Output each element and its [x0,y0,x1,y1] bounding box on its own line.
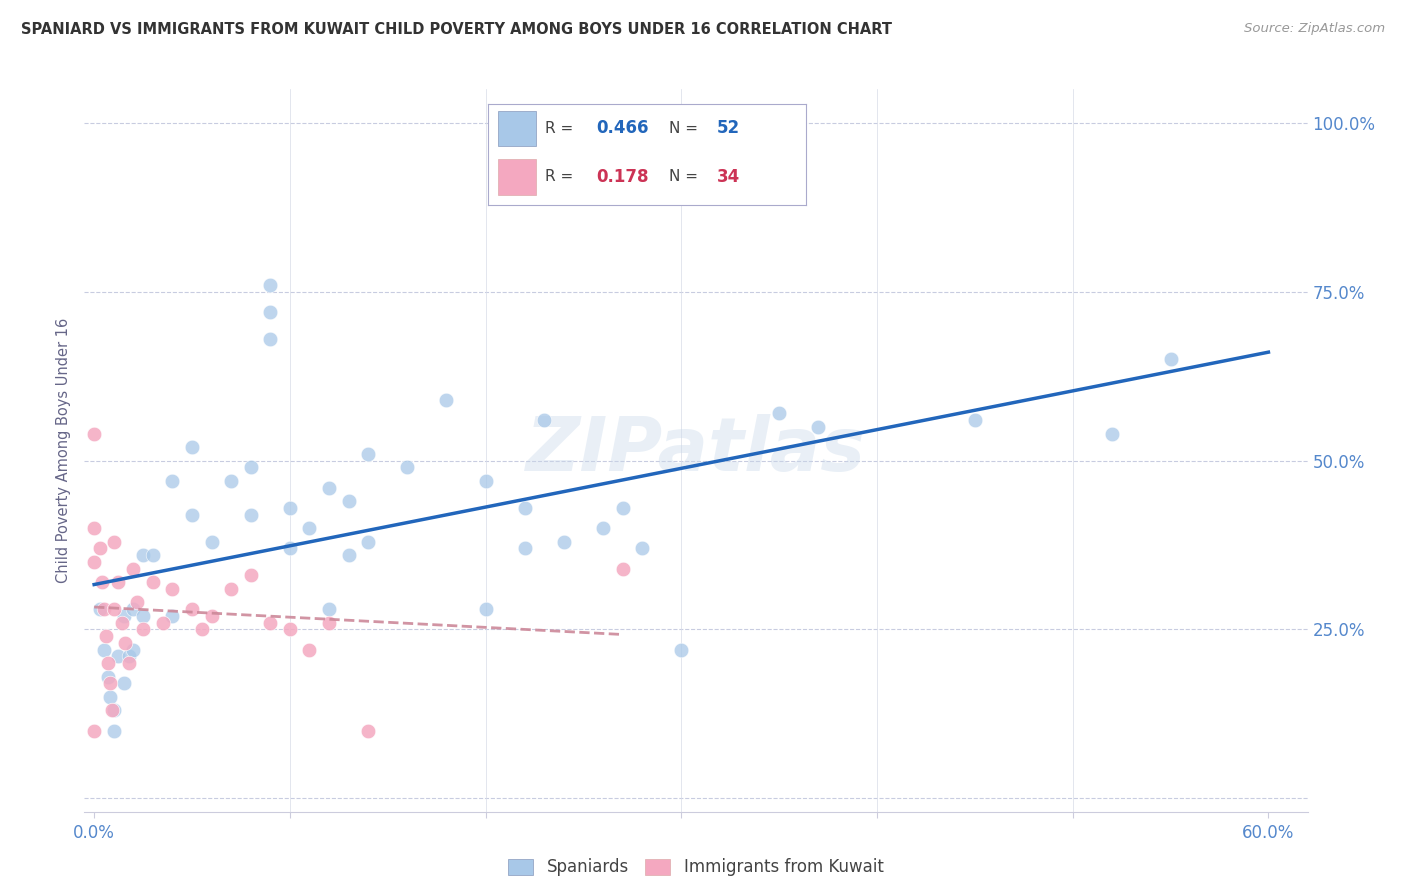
Point [112,676,135,690]
Point [298,642,321,657]
Point [259,332,281,346]
Point [103,703,125,717]
Point [278,541,301,556]
Point [100,703,122,717]
Point [181,508,204,522]
Y-axis label: Child Poverty Among Boys Under 16: Child Poverty Among Boys Under 16 [56,318,72,583]
Text: ZIPatlas: ZIPatlas [526,414,866,487]
Point [98,676,121,690]
Point [219,582,242,596]
Point [97,670,120,684]
Point [396,460,419,475]
Point [132,548,155,562]
Point [357,534,380,549]
Point [103,723,125,738]
Point [631,541,654,556]
Point [89,602,111,616]
Point [132,608,155,623]
Point [112,608,135,623]
Point [513,500,536,515]
Point [318,602,340,616]
Point [259,615,281,630]
Point [110,615,132,630]
Point [219,474,242,488]
Point [107,649,129,664]
Point [122,561,145,575]
Point [93,602,115,616]
Point [152,615,174,630]
Point [118,649,141,664]
Point [89,541,111,556]
Point [963,413,986,427]
Point [259,305,281,319]
Point [200,534,222,549]
Point [474,602,496,616]
Point [513,541,536,556]
Point [436,392,458,407]
Point [103,534,125,549]
Point [1160,352,1182,367]
Point [239,508,262,522]
Point [337,548,360,562]
Point [474,474,496,488]
Point [93,642,115,657]
Point [83,521,105,535]
Point [114,636,136,650]
Point [98,690,121,704]
Point [259,278,281,293]
Point [318,615,340,630]
Point [107,575,129,590]
Point [162,474,184,488]
Point [357,447,380,461]
Point [132,623,155,637]
Point [97,656,120,670]
Point [91,575,114,590]
Point [239,460,262,475]
Point [671,642,693,657]
Point [103,602,125,616]
Text: SPANIARD VS IMMIGRANTS FROM KUWAIT CHILD POVERTY AMONG BOYS UNDER 16 CORRELATION: SPANIARD VS IMMIGRANTS FROM KUWAIT CHILD… [21,22,891,37]
Point [127,595,149,609]
Point [181,602,204,616]
Legend: Spaniards, Immigrants from Kuwait: Spaniards, Immigrants from Kuwait [502,852,890,883]
Point [298,521,321,535]
Point [533,413,555,427]
Point [278,623,301,637]
Point [337,494,360,508]
Point [83,555,105,569]
Point [142,575,165,590]
Point [162,608,184,623]
Point [142,548,165,562]
Point [181,440,204,454]
Point [83,723,105,738]
Point [553,534,575,549]
Point [200,608,222,623]
Point [807,420,830,434]
Point [357,723,380,738]
Point [239,568,262,582]
Point [162,582,184,596]
Text: Source: ZipAtlas.com: Source: ZipAtlas.com [1244,22,1385,36]
Point [191,623,214,637]
Point [83,426,105,441]
Point [278,500,301,515]
Point [612,500,634,515]
Point [768,406,790,420]
Point [122,602,145,616]
Point [122,642,145,657]
Point [94,629,117,643]
Point [592,521,614,535]
Point [612,561,634,575]
Point [318,481,340,495]
Point [118,656,141,670]
Point [1101,426,1123,441]
